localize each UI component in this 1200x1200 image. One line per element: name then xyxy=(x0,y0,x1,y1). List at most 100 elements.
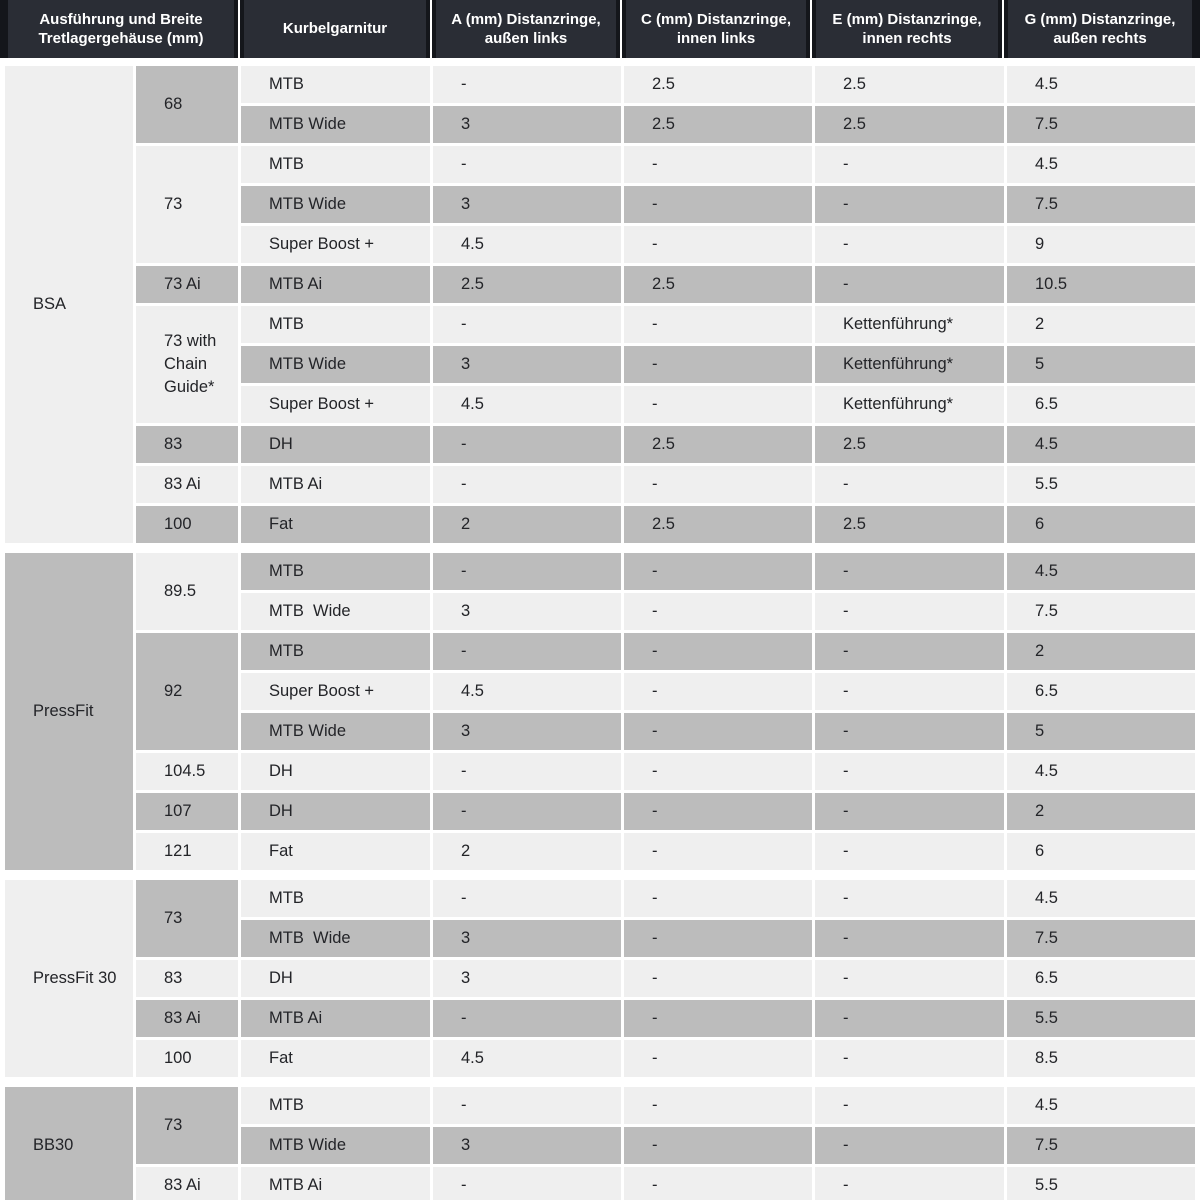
value-e-cell: - xyxy=(815,713,1004,750)
value-c-cell: 2.5 xyxy=(624,106,812,143)
value-a-cell: - xyxy=(433,753,621,790)
crankset-cell: MTB xyxy=(241,66,430,103)
value-e-cell: - xyxy=(815,1167,1004,1200)
value-a-cell: 3 xyxy=(433,186,621,223)
value-g-cell: 4.5 xyxy=(1007,426,1195,463)
value-e-cell: - xyxy=(815,466,1004,503)
value-c-cell: - xyxy=(624,713,812,750)
value-c-cell: - xyxy=(624,880,812,917)
value-c-cell: - xyxy=(624,306,812,343)
value-e-cell: 2.5 xyxy=(815,426,1004,463)
value-c-cell: - xyxy=(624,1127,812,1164)
crankset-cell: DH xyxy=(241,753,430,790)
value-c-cell: - xyxy=(624,1087,812,1124)
value-e-cell: - xyxy=(815,1000,1004,1037)
crankset-cell: MTB Wide xyxy=(241,920,430,957)
value-g-cell: 2 xyxy=(1007,793,1195,830)
value-c-cell: - xyxy=(624,186,812,223)
crankset-cell: MTB xyxy=(241,553,430,590)
crankset-cell: MTB Ai xyxy=(241,1000,430,1037)
value-g-cell: 2 xyxy=(1007,633,1195,670)
value-e-cell: - xyxy=(815,673,1004,710)
width-label: 73 xyxy=(136,146,238,263)
value-a-cell: 4.5 xyxy=(433,386,621,423)
value-a-cell: - xyxy=(433,1087,621,1124)
width-label: 68 xyxy=(136,66,238,143)
value-e-cell: - xyxy=(815,833,1004,870)
width-label: 73 xyxy=(136,880,238,957)
group-label: BSA xyxy=(5,66,133,543)
crankset-cell: DH xyxy=(241,960,430,997)
value-g-cell: 7.5 xyxy=(1007,1127,1195,1164)
header-g-outer-right: G (mm) Distanzringe, außen rechts xyxy=(1004,0,1200,58)
value-c-cell: - xyxy=(624,673,812,710)
value-e-cell: - xyxy=(815,553,1004,590)
value-g-cell: 7.5 xyxy=(1007,106,1195,143)
value-g-cell: 7.5 xyxy=(1007,920,1195,957)
value-e-cell: - xyxy=(815,186,1004,223)
width-label: 83 xyxy=(136,960,238,997)
header-housing-width: Ausführung und Breite Tretlagergehäuse (… xyxy=(0,0,238,58)
value-e-cell: - xyxy=(815,226,1004,263)
width-label: 83 Ai xyxy=(136,1167,238,1200)
width-label: 92 xyxy=(136,633,238,750)
width-label: 83 xyxy=(136,426,238,463)
value-e-cell: - xyxy=(815,1087,1004,1124)
crankset-cell: Fat xyxy=(241,833,430,870)
value-a-cell: - xyxy=(433,426,621,463)
crankset-cell: MTB Ai xyxy=(241,1167,430,1200)
value-c-cell: - xyxy=(624,593,812,630)
crankset-cell: DH xyxy=(241,426,430,463)
crankset-cell: MTB Wide xyxy=(241,1127,430,1164)
value-a-cell: - xyxy=(433,146,621,183)
value-a-cell: 4.5 xyxy=(433,1040,621,1077)
group-label: PressFit xyxy=(5,553,133,870)
value-a-cell: - xyxy=(433,793,621,830)
value-a-cell: - xyxy=(433,306,621,343)
table-body: BSA 68 MTB -2.5 2.5 4.5 MTB Wide 3 2.5 2.5 7.5 73 MT… xyxy=(0,66,1200,1200)
value-a-cell: - xyxy=(433,466,621,503)
value-g-cell: 5 xyxy=(1007,713,1195,750)
value-g-cell: 4.5 xyxy=(1007,553,1195,590)
width-label: 73 Ai xyxy=(136,266,238,303)
crankset-cell: MTB Ai xyxy=(241,266,430,303)
value-e-cell: 2.5 xyxy=(815,66,1004,103)
value-a-cell: 3 xyxy=(433,1127,621,1164)
value-a-cell: - xyxy=(433,1000,621,1037)
value-e-cell: Kettenführung* xyxy=(815,306,1004,343)
value-e-cell: - xyxy=(815,920,1004,957)
value-a-cell: 4.5 xyxy=(433,226,621,263)
value-c-cell: - xyxy=(624,226,812,263)
value-e-cell: - xyxy=(815,146,1004,183)
crankset-cell: MTB xyxy=(241,306,430,343)
group-label: PressFit 30 xyxy=(5,880,133,1077)
value-g-cell: 4.5 xyxy=(1007,146,1195,183)
crankset-cell: Super Boost + xyxy=(241,673,430,710)
value-c-cell: 2.5 xyxy=(624,266,812,303)
value-g-cell: 7.5 xyxy=(1007,593,1195,630)
value-g-cell: 4.5 xyxy=(1007,1087,1195,1124)
crankset-cell: Super Boost + xyxy=(241,226,430,263)
crankset-cell: MTB xyxy=(241,1087,430,1124)
value-c-cell: - xyxy=(624,1000,812,1037)
crankset-cell: MTB xyxy=(241,146,430,183)
value-c-cell: - xyxy=(624,1167,812,1200)
value-a-cell: 3 xyxy=(433,593,621,630)
width-label: 121 xyxy=(136,833,238,870)
value-g-cell: 6.5 xyxy=(1007,386,1195,423)
width-label: 73 with Chain Guide* xyxy=(136,306,238,423)
value-g-cell: 4.5 xyxy=(1007,880,1195,917)
header-crankset: Kurbelgarnitur xyxy=(240,0,430,58)
width-label: 100 xyxy=(136,506,238,543)
value-e-cell: - xyxy=(815,793,1004,830)
value-g-cell: 6.5 xyxy=(1007,673,1195,710)
value-a-cell: 4.5 xyxy=(433,673,621,710)
value-a-cell: 2.5 xyxy=(433,266,621,303)
value-c-cell: - xyxy=(624,553,812,590)
value-a-cell: 3 xyxy=(433,960,621,997)
value-e-cell: 2.5 xyxy=(815,506,1004,543)
value-g-cell: 9 xyxy=(1007,226,1195,263)
value-g-cell: 7.5 xyxy=(1007,186,1195,223)
crankset-cell: MTB Wide xyxy=(241,593,430,630)
value-c-cell: - xyxy=(624,386,812,423)
